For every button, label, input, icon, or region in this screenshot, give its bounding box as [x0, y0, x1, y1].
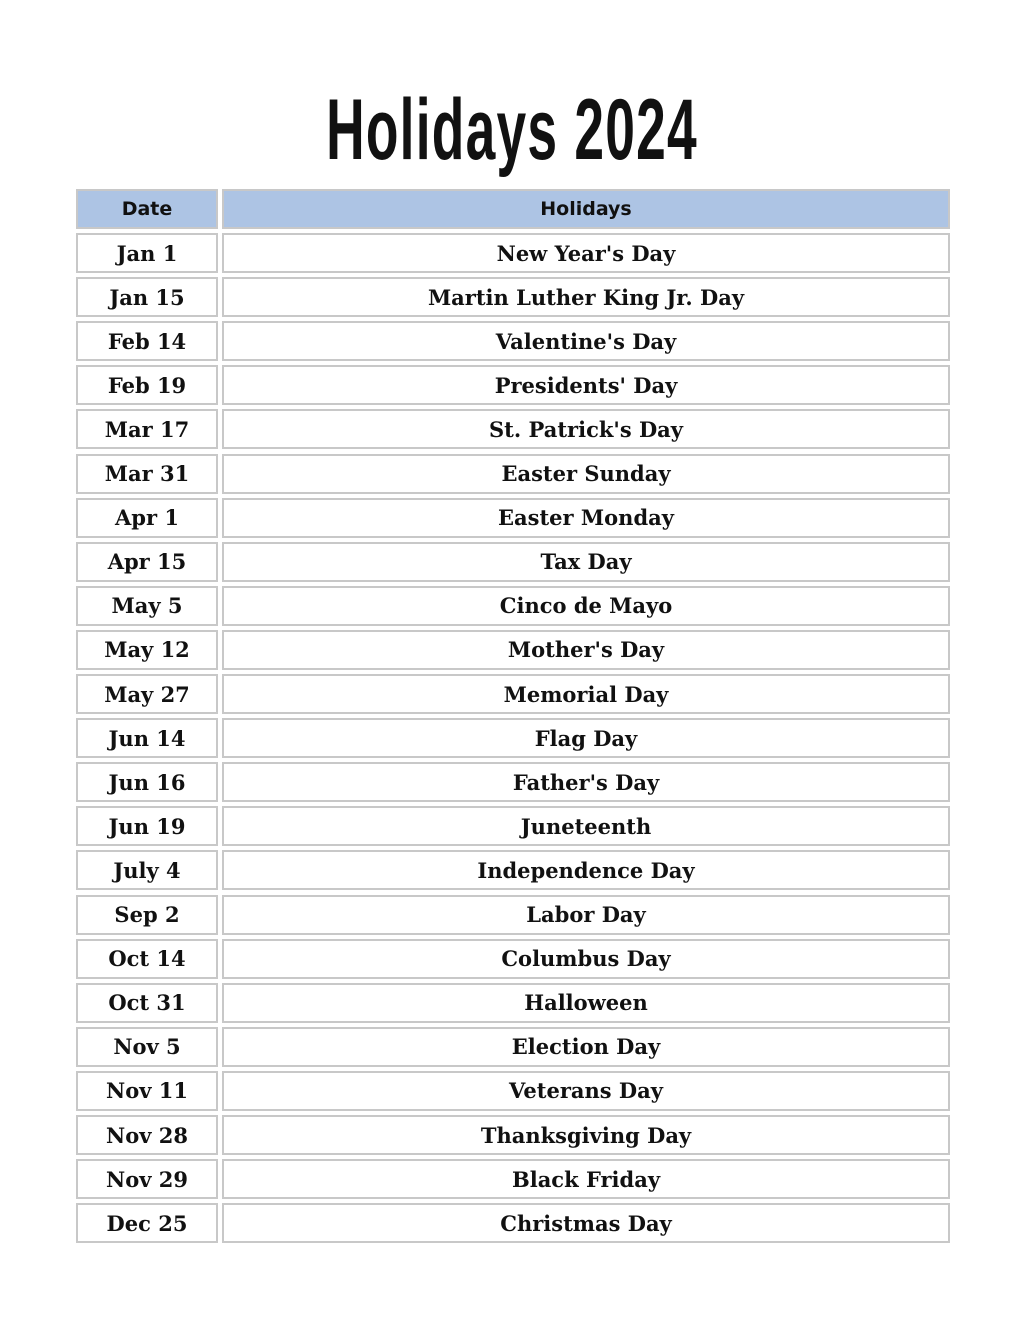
date-cell: Mar 31 — [76, 453, 218, 494]
holiday-cell: Halloween — [222, 982, 950, 1023]
table-row: Jan 15 Martin Luther King Jr. Day — [76, 277, 950, 318]
holiday-cell: New Year's Day — [222, 233, 950, 273]
date-cell: Nov 29 — [76, 1159, 218, 1200]
table-row: May 27 Memorial Day — [76, 674, 950, 714]
table-row: Nov 5 Election Day — [76, 1026, 950, 1067]
date-cell: Feb 14 — [76, 321, 218, 362]
holiday-cell: Flag Day — [222, 718, 950, 759]
date-cell: May 12 — [76, 629, 218, 670]
holiday-cell: Labor Day — [222, 894, 950, 935]
table-row: Apr 15 Tax Day — [76, 541, 950, 582]
holiday-cell: Presidents' Day — [222, 365, 950, 406]
date-cell: Mar 17 — [76, 409, 218, 450]
table-row: Mar 31 Easter Sunday — [76, 453, 950, 494]
table-row: Nov 28 Thanksgiving Day — [76, 1115, 950, 1155]
date-cell: Jun 14 — [76, 718, 218, 759]
date-cell: May 27 — [76, 674, 218, 714]
date-cell: Apr 1 — [76, 497, 218, 538]
date-cell: Dec 25 — [76, 1203, 218, 1244]
holiday-cell: Independence Day — [222, 850, 950, 891]
holiday-cell: Father's Day — [222, 762, 950, 803]
holiday-cell: Martin Luther King Jr. Day — [222, 277, 950, 318]
table-row: May 12 Mother's Day — [76, 629, 950, 670]
date-cell: Apr 15 — [76, 541, 218, 582]
holiday-cell: Valentine's Day — [222, 321, 950, 362]
holiday-cell: St. Patrick's Day — [222, 409, 950, 450]
date-cell: Oct 14 — [76, 938, 218, 979]
table-row: Nov 29 Black Friday — [76, 1159, 950, 1200]
table-row: Nov 11 Veterans Day — [76, 1070, 950, 1111]
page-title: Holidays 2024 — [326, 82, 698, 178]
table-row: Dec 25 Christmas Day — [76, 1203, 950, 1244]
table-row: Oct 31 Halloween — [76, 982, 950, 1023]
holiday-cell: Cinco de Mayo — [222, 585, 950, 626]
date-cell: July 4 — [76, 850, 218, 891]
date-cell: Feb 19 — [76, 365, 218, 406]
holiday-cell: Easter Monday — [222, 497, 950, 538]
column-header-date: Date — [76, 189, 218, 229]
column-header-holidays: Holidays — [222, 189, 950, 229]
date-cell: Jan 1 — [76, 233, 218, 273]
holiday-cell: Veterans Day — [222, 1070, 950, 1111]
table-row: Feb 19 Presidents' Day — [76, 365, 950, 406]
table-row: Jun 19 Juneteenth — [76, 806, 950, 847]
table-row: Mar 17 St. Patrick's Day — [76, 409, 950, 450]
date-cell: Oct 31 — [76, 982, 218, 1023]
date-cell: Jun 19 — [76, 806, 218, 847]
table-row: Jun 14 Flag Day — [76, 718, 950, 759]
date-cell: Nov 5 — [76, 1026, 218, 1067]
table-row: Feb 14 Valentine's Day — [76, 321, 950, 362]
holiday-cell: Memorial Day — [222, 674, 950, 714]
holiday-cell: Election Day — [222, 1026, 950, 1067]
date-cell: Nov 11 — [76, 1070, 218, 1111]
date-cell: Jan 15 — [76, 277, 218, 318]
holiday-cell: Easter Sunday — [222, 453, 950, 494]
table-row: Sep 2 Labor Day — [76, 894, 950, 935]
holiday-cell: Juneteenth — [222, 806, 950, 847]
table-row: Jan 1 New Year's Day — [76, 233, 950, 273]
table-row: Jun 16 Father's Day — [76, 762, 950, 803]
table-row: May 5 Cinco de Mayo — [76, 585, 950, 626]
holiday-cell: Tax Day — [222, 541, 950, 582]
holiday-cell: Mother's Day — [222, 629, 950, 670]
holiday-cell: Columbus Day — [222, 938, 950, 979]
table-row: July 4 Independence Day — [76, 850, 950, 891]
date-cell: Jun 16 — [76, 762, 218, 803]
date-cell: May 5 — [76, 585, 218, 626]
holiday-cell: Thanksgiving Day — [222, 1115, 950, 1155]
table-row: Oct 14 Columbus Day — [76, 938, 950, 979]
table-header: Date Holidays — [76, 189, 950, 229]
date-cell: Sep 2 — [76, 894, 218, 935]
date-cell: Nov 28 — [76, 1115, 218, 1155]
table-row: Apr 1 Easter Monday — [76, 497, 950, 538]
holiday-cell: Black Friday — [222, 1159, 950, 1200]
holiday-cell: Christmas Day — [222, 1203, 950, 1244]
